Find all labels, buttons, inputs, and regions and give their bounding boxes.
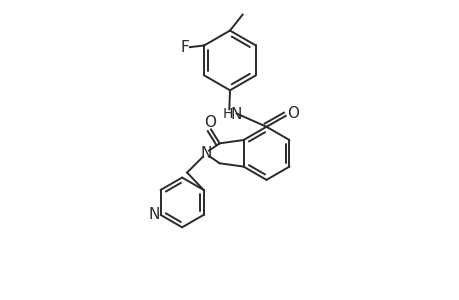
Text: O: O: [286, 106, 298, 121]
Text: H: H: [222, 107, 233, 121]
Text: N: N: [230, 107, 241, 122]
Text: N: N: [200, 146, 212, 161]
Text: F: F: [180, 40, 189, 55]
Text: N: N: [149, 207, 160, 222]
Text: O: O: [204, 115, 216, 130]
